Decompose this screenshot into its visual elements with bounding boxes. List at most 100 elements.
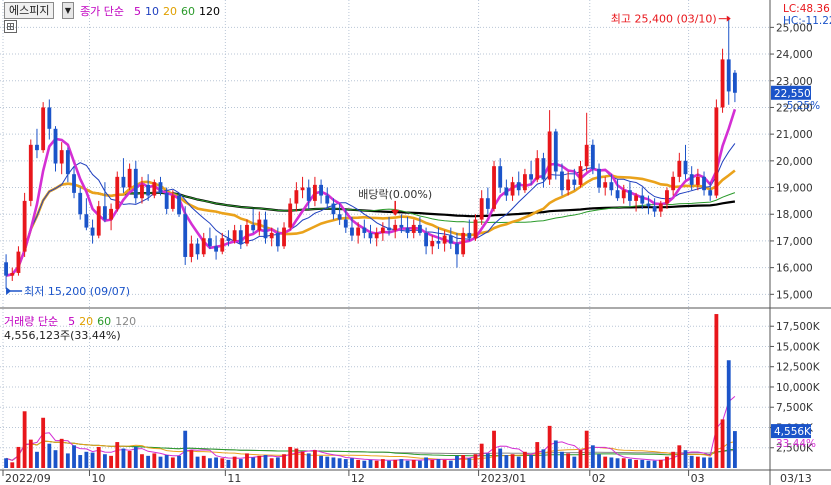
candle-body xyxy=(516,182,521,191)
candle-body xyxy=(393,224,398,231)
current-volume-badge xyxy=(771,424,811,439)
volume-bar xyxy=(65,453,70,468)
candle-body xyxy=(275,232,280,247)
volume-bar xyxy=(492,430,496,468)
volume-bar xyxy=(4,458,9,468)
volume-bar xyxy=(603,456,608,468)
candle-body xyxy=(442,235,447,244)
price-tick-label: 15,000 xyxy=(776,289,813,301)
candle-body xyxy=(541,158,546,180)
grid-icon[interactable] xyxy=(4,20,17,33)
candle-body xyxy=(597,168,601,188)
volume-bar xyxy=(627,459,632,468)
candle-body xyxy=(368,232,373,239)
candle-body xyxy=(127,168,132,188)
volume-bar xyxy=(498,448,503,468)
candle-body xyxy=(312,184,317,201)
volume-bar xyxy=(96,446,101,468)
volume-bar xyxy=(146,455,151,468)
volume-bar xyxy=(473,454,478,468)
candle-body xyxy=(189,243,194,257)
volume-bar xyxy=(133,446,138,468)
low-annotation: 최저 15,200 (09/07) xyxy=(24,285,130,298)
volume-legend-period-120: 120 xyxy=(115,315,137,328)
volume-bar xyxy=(553,440,558,468)
price-tick-label: 23,000 xyxy=(776,76,813,88)
candle-body xyxy=(479,198,484,220)
candle-body xyxy=(294,190,299,204)
volume-tick-label: 2,500K xyxy=(776,443,814,455)
volume-bar xyxy=(374,460,379,468)
candle-body xyxy=(207,238,212,247)
candle-body xyxy=(65,150,70,175)
volume-bar xyxy=(535,442,540,468)
volume-bar xyxy=(158,456,163,468)
candle-body xyxy=(183,214,188,257)
volume-bar xyxy=(177,455,181,468)
candle-body xyxy=(84,214,89,228)
volume-bar xyxy=(16,446,21,468)
candle-body xyxy=(609,182,614,191)
volume-bar xyxy=(597,454,601,468)
volume-bar xyxy=(343,459,348,468)
volume-bar xyxy=(356,459,361,468)
volume-bar xyxy=(461,455,466,468)
candle-body xyxy=(485,198,490,209)
volume-bar xyxy=(405,460,410,468)
candle-body xyxy=(714,107,719,196)
x-tick-label: 11 xyxy=(227,472,241,485)
volume-bar xyxy=(288,446,293,468)
candle-body xyxy=(59,150,64,164)
volume-value: 4,556,123주(33.44%) xyxy=(4,329,121,342)
price-legend-title: 종가 단순 xyxy=(80,5,124,18)
volume-bar xyxy=(350,458,354,468)
candle-body xyxy=(689,174,694,185)
current-change: -5.25% xyxy=(783,100,820,112)
candle-body xyxy=(35,144,39,151)
candle-body xyxy=(251,224,256,231)
chevron-down-icon[interactable]: ▼ xyxy=(62,2,74,19)
candle-body xyxy=(350,227,354,236)
candle-body xyxy=(399,224,404,228)
price-tick-label: 17,000 xyxy=(776,236,813,248)
volume-tick-label: 17,500K xyxy=(776,321,821,333)
volume-legend-title: 거래량 단순 xyxy=(4,315,59,328)
volume-bar xyxy=(640,459,645,468)
volume-bar xyxy=(455,455,459,468)
volume-bar xyxy=(35,451,39,468)
volume-bar xyxy=(312,450,317,468)
candle-body xyxy=(343,219,348,228)
candle-body xyxy=(319,184,324,196)
volume-bar xyxy=(695,456,700,468)
x-tick-label: 02 xyxy=(592,472,606,485)
x-tick-label: 10 xyxy=(91,472,105,485)
vol-ma5-line xyxy=(5,396,736,461)
current-price-badge xyxy=(771,85,811,100)
candle-body xyxy=(572,179,577,185)
symbol-tab[interactable]: 에스피지 xyxy=(4,2,55,19)
volume-bar xyxy=(294,448,299,468)
candle-body xyxy=(362,227,367,233)
price-tick-label: 16,000 xyxy=(776,263,813,275)
candle-body xyxy=(726,59,731,92)
candle-body xyxy=(535,158,540,180)
volume-bar xyxy=(53,450,58,468)
volume-bar xyxy=(331,457,336,468)
volume-bar xyxy=(319,455,324,468)
volume-bar xyxy=(566,453,571,468)
candle-body xyxy=(522,174,527,191)
candle-body xyxy=(245,224,249,244)
volume-bar xyxy=(201,455,206,468)
price-legend-periods: 5 10 20 60 120 xyxy=(130,5,220,18)
price-legend: 종가 단순 5 10 20 60 120 xyxy=(80,3,226,19)
volume-bar xyxy=(689,455,694,468)
volume-bar xyxy=(214,457,219,468)
candle-body xyxy=(356,227,361,236)
volume-bar xyxy=(732,431,737,468)
volume-bar xyxy=(368,459,373,468)
volume-bar xyxy=(183,430,188,468)
candle-body xyxy=(547,131,552,180)
